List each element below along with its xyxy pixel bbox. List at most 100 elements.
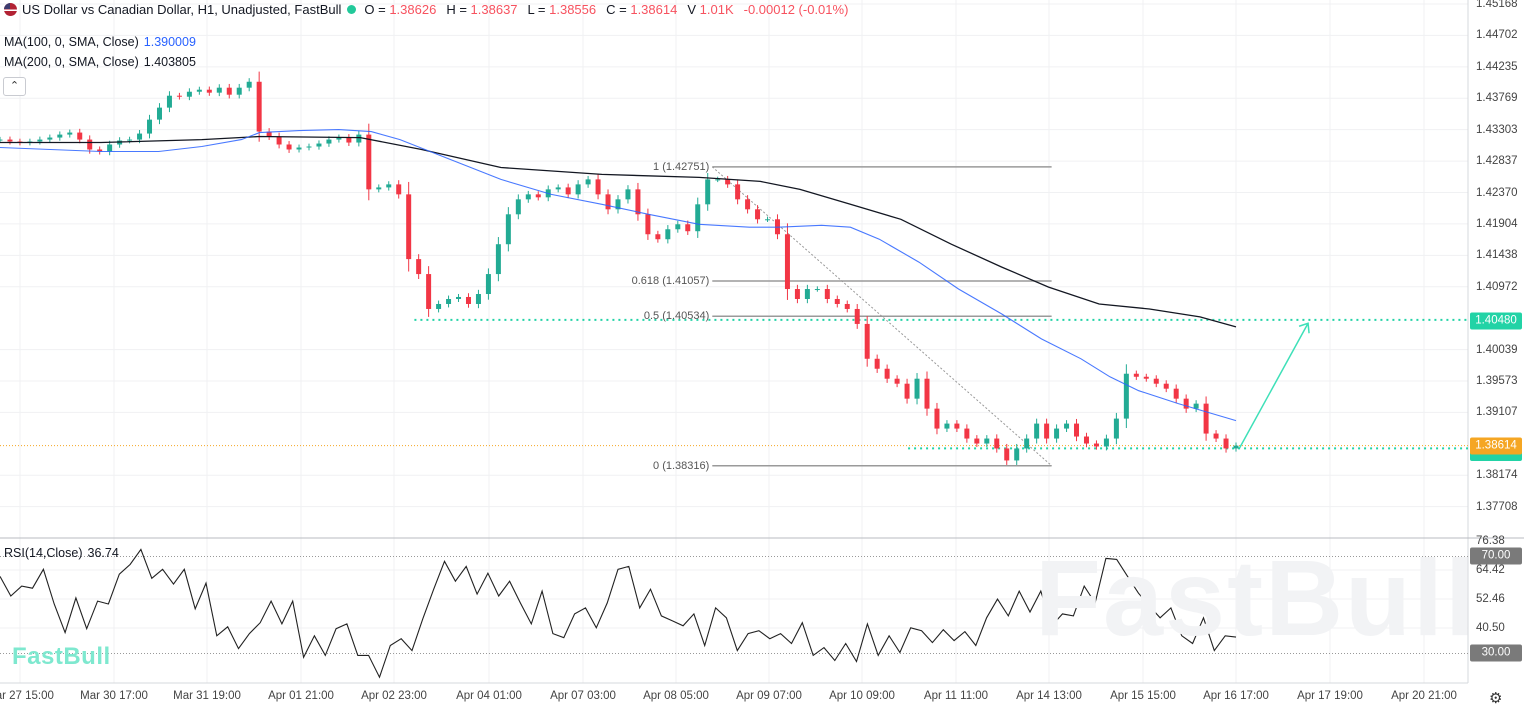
watermark-large: FastBull — [1035, 537, 1478, 658]
ma200-value: 1.403805 — [143, 55, 196, 69]
candle-body — [346, 137, 352, 143]
candle-body — [276, 136, 282, 145]
fib-level-label: 0 (1.38316) — [653, 459, 710, 472]
candle-body — [396, 184, 402, 195]
candle-body — [47, 137, 53, 140]
open-label: O = — [364, 2, 386, 17]
candle-body — [1213, 433, 1219, 439]
candle-body — [874, 358, 880, 369]
candle-body — [226, 87, 232, 95]
close-value: 1.38614 — [630, 2, 678, 17]
candle-body — [1233, 445, 1239, 449]
rsi-tick-label: 64.42 — [1476, 564, 1505, 576]
candle-body — [984, 438, 990, 444]
candle-body — [306, 146, 312, 148]
price-tick-label: 1.44235 — [1476, 60, 1518, 73]
candle-body — [147, 119, 153, 134]
candle-body — [535, 194, 541, 198]
candle-body — [485, 274, 491, 295]
volume-label: V — [687, 2, 697, 17]
candle-body — [1183, 398, 1189, 409]
candle-body — [505, 214, 511, 245]
candle-body — [456, 296, 462, 299]
price-tick-label: 1.41438 — [1476, 249, 1518, 262]
candle-body — [735, 184, 741, 200]
candle-body — [685, 224, 691, 232]
candle-body — [406, 194, 412, 260]
candle-body — [824, 289, 830, 299]
candle-body — [565, 187, 571, 195]
candle-body — [954, 423, 960, 429]
candle-body — [1113, 418, 1119, 439]
rsi-lower-badge: 30.00 — [1470, 644, 1522, 662]
rsi-line — [0, 548, 1237, 679]
time-tick-label: Mar 30 17:00 — [80, 690, 148, 702]
candle-body — [1163, 383, 1169, 389]
chevron-up-icon: ⌃ — [9, 80, 20, 92]
rsi-value: 36.74 — [87, 546, 119, 560]
candle-body — [67, 132, 73, 135]
price-tick-label: 1.43303 — [1476, 123, 1518, 136]
ma100-label: MA(100, 0, SMA, Close) — [4, 35, 139, 49]
gear-icon[interactable]: ⚙ — [1489, 690, 1503, 707]
price-tick-label: 1.40972 — [1476, 280, 1518, 293]
candle-body — [1173, 388, 1179, 399]
candle-body — [1044, 423, 1050, 439]
candle-body — [1024, 438, 1030, 449]
candle-body — [715, 179, 721, 181]
price-tick-label: 1.40039 — [1476, 343, 1518, 356]
time-tick-label: Apr 09 07:00 — [736, 690, 802, 702]
candle-body — [555, 187, 561, 190]
candle-body — [366, 134, 372, 190]
price-tick-label: 1.43769 — [1476, 92, 1518, 105]
ma200-legend[interactable]: MA(200, 0, SMA, Close) 1.403805 — [4, 55, 196, 69]
candle-body — [625, 189, 631, 200]
current-price-badge: 1.38614 — [1470, 437, 1522, 455]
market-status-icon — [347, 5, 357, 14]
candle-body — [1074, 423, 1080, 437]
ma200-label: MA(200, 0, SMA, Close) — [4, 55, 139, 69]
candle-body — [495, 244, 501, 275]
low-label: L = — [527, 2, 546, 17]
candle-body — [356, 134, 362, 143]
candle-body — [186, 91, 192, 97]
candle-body — [296, 147, 302, 150]
candle-body — [595, 179, 601, 195]
candle-body — [864, 323, 870, 359]
ma200-line — [0, 135, 1237, 328]
us-ca-flag-icon — [4, 3, 17, 16]
candle-body — [615, 199, 621, 210]
candle-body — [87, 139, 93, 150]
high-label: H = — [446, 2, 467, 17]
candle-body — [376, 187, 382, 190]
fib-level-label: 1 (1.42751) — [653, 160, 710, 173]
candle-body — [97, 149, 103, 152]
candle-body — [107, 144, 113, 152]
candle-body — [745, 199, 751, 210]
target-price-badge: 1.40480 — [1470, 312, 1522, 330]
candle-body — [585, 179, 591, 185]
projection-arrow-line — [1238, 322, 1309, 449]
candle-body — [525, 194, 531, 200]
candle-body — [645, 214, 651, 235]
candle-body — [446, 298, 452, 304]
ma100-legend[interactable]: MA(100, 0, SMA, Close) 1.390009 — [4, 35, 196, 49]
price-tick-label: 1.38174 — [1476, 469, 1518, 482]
candle-body — [156, 107, 162, 120]
price-tick-label: 1.41904 — [1476, 217, 1518, 230]
candle-body — [854, 308, 860, 324]
candle-body — [655, 234, 661, 240]
candle-body — [814, 289, 820, 291]
time-tick-label: Apr 16 17:00 — [1203, 690, 1269, 702]
candle-body — [834, 298, 840, 304]
price-tick-label: 1.37708 — [1476, 500, 1518, 513]
rsi-legend[interactable]: RSI(14,Close) 36.74 — [4, 546, 119, 560]
candle-body — [216, 87, 222, 93]
collapse-legend-button[interactable]: ⌃ — [3, 77, 26, 96]
time-tick-label: Mar 27 15:00 — [0, 690, 54, 702]
time-tick-label: Apr 01 21:00 — [268, 690, 334, 702]
time-tick-label: Apr 17 19:00 — [1297, 690, 1363, 702]
candle-body — [266, 131, 272, 137]
candle-body — [137, 133, 143, 140]
